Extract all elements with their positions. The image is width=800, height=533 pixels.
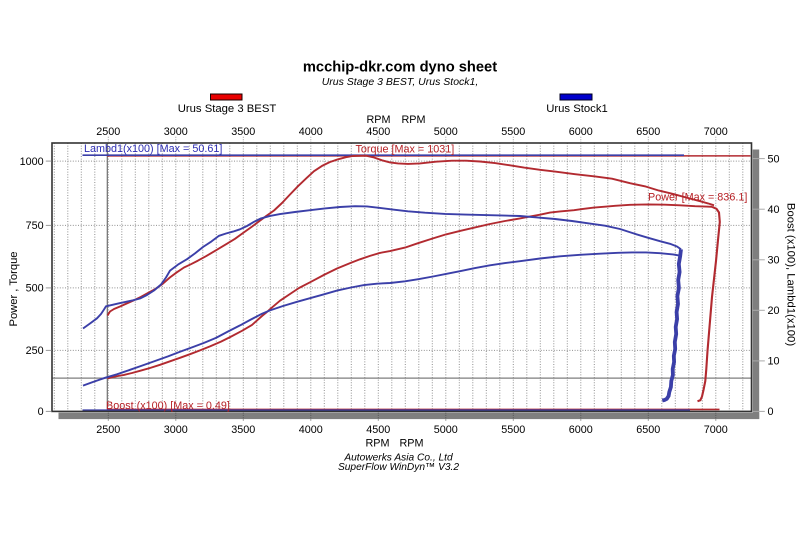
svg-text:10: 10	[768, 356, 780, 368]
svg-text:Power [Max = 836.1]: Power [Max = 836.1]	[648, 192, 747, 204]
svg-text:3500: 3500	[231, 424, 255, 436]
svg-text:6500: 6500	[636, 126, 660, 138]
svg-text:Lambd1(x100) [Max = 50.61]: Lambd1(x100) [Max = 50.61]	[84, 143, 222, 155]
svg-text:RPM: RPM	[402, 114, 426, 126]
svg-text:1000: 1000	[20, 156, 44, 168]
svg-text:7000: 7000	[704, 424, 728, 436]
svg-text:RPM: RPM	[367, 114, 391, 126]
svg-text:30: 30	[768, 255, 780, 267]
svg-text:4500: 4500	[366, 126, 390, 138]
svg-text:3500: 3500	[231, 126, 255, 138]
svg-text:RPM: RPM	[400, 437, 424, 449]
svg-text:3000: 3000	[164, 424, 188, 436]
svg-text:5000: 5000	[434, 126, 458, 138]
svg-text:7000: 7000	[704, 126, 728, 138]
svg-text:500: 500	[26, 283, 44, 295]
svg-text:4000: 4000	[299, 424, 323, 436]
svg-text:40: 40	[768, 204, 780, 216]
svg-text:Torque [Max = 1031]: Torque [Max = 1031]	[356, 143, 455, 155]
svg-text:750: 750	[26, 220, 44, 232]
svg-text:Autowerks Asia Co., Ltd: Autowerks Asia Co., Ltd	[343, 453, 453, 464]
svg-text:0: 0	[38, 406, 44, 418]
svg-text:mcchip-dkr.com dyno sheet: mcchip-dkr.com dyno sheet	[303, 60, 497, 76]
svg-text:Urus Stage 3 BEST: Urus Stage 3 BEST	[178, 103, 277, 115]
svg-text:5500: 5500	[501, 424, 525, 436]
svg-text:20: 20	[768, 305, 780, 317]
svg-text:Power , Torque: Power , Torque	[8, 251, 20, 326]
svg-text:6000: 6000	[569, 424, 593, 436]
svg-text:6000: 6000	[569, 126, 593, 138]
svg-text:Urus Stage 3 BEST, Urus Stock1: Urus Stage 3 BEST, Urus Stock1,	[322, 76, 479, 88]
svg-text:2500: 2500	[96, 126, 120, 138]
svg-text:RPM: RPM	[366, 437, 390, 449]
svg-text:4500: 4500	[366, 424, 390, 436]
svg-text:5500: 5500	[501, 126, 525, 138]
svg-text:4000: 4000	[299, 126, 323, 138]
svg-text:Urus Stock1: Urus Stock1	[546, 103, 608, 115]
svg-text:50: 50	[768, 153, 780, 165]
svg-text:SuperFlow WinDyn™ V3.2: SuperFlow WinDyn™ V3.2	[338, 462, 459, 473]
svg-text:5000: 5000	[434, 424, 458, 436]
svg-text:2500: 2500	[96, 424, 120, 436]
svg-text:Boost (x100) [Max = 0.49]: Boost (x100) [Max = 0.49]	[106, 400, 230, 412]
svg-text:0: 0	[768, 406, 774, 418]
svg-text:3000: 3000	[164, 126, 188, 138]
svg-text:6500: 6500	[636, 424, 660, 436]
svg-text:250: 250	[26, 345, 44, 357]
svg-text:Boost (x100), Lambd1(x100): Boost (x100), Lambd1(x100)	[785, 203, 797, 346]
